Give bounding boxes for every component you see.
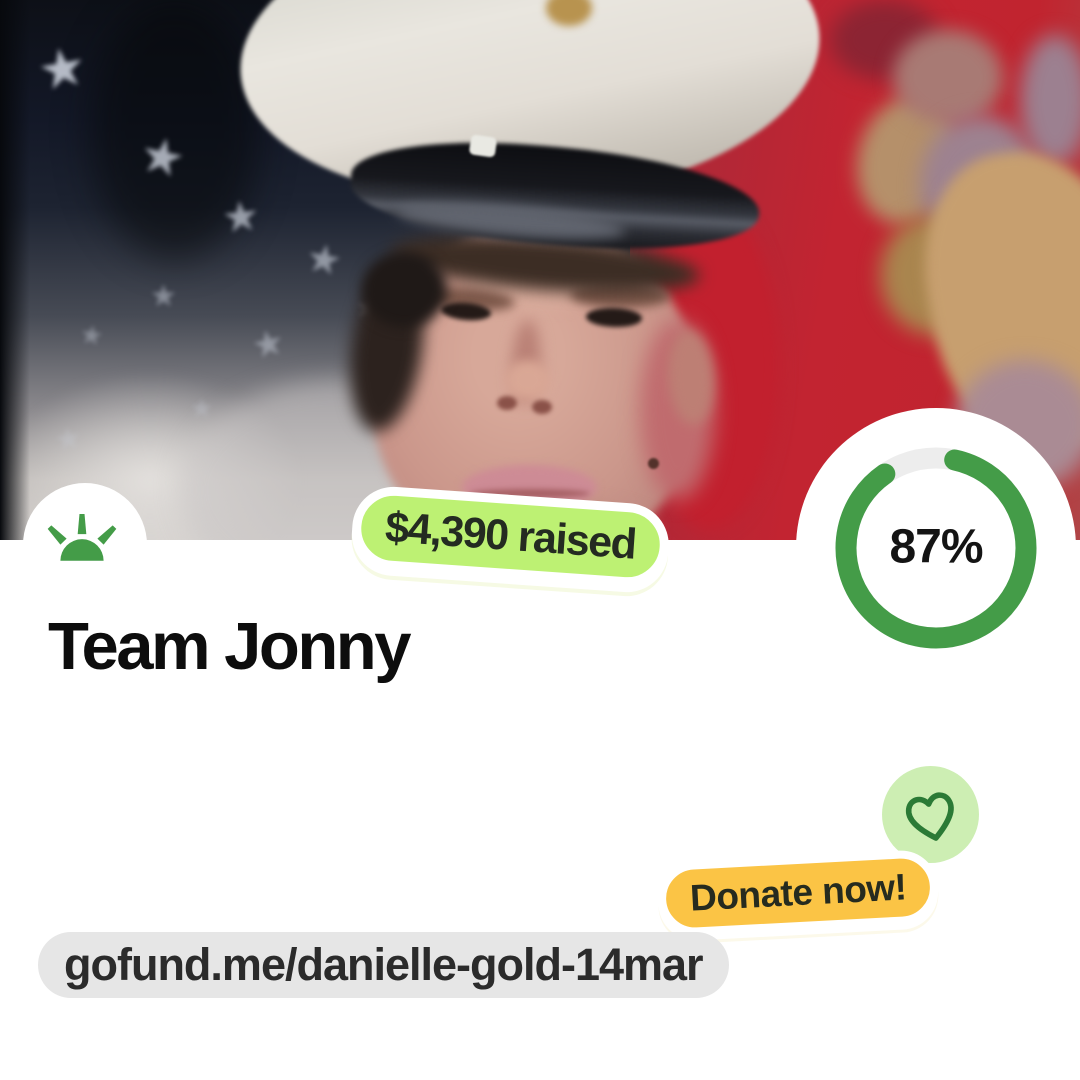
campaign-photo: ★ ★ ★ ★ ★ ★ ★ ★ ★ ★ ★ — [0, 0, 1080, 545]
donate-button-label: Donate now! — [689, 866, 908, 919]
flag-star: ★ — [302, 235, 346, 285]
campaign-link[interactable]: gofund.me/danielle-gold-14mar — [38, 932, 729, 998]
progress-percent: 87% — [889, 520, 983, 574]
flag-star: ★ — [150, 280, 177, 313]
beauty-mark — [648, 458, 659, 469]
campaign-title: Team Jonny — [48, 609, 411, 684]
flag-star: ★ — [190, 393, 214, 423]
heart-icon — [905, 791, 954, 841]
chinstrap-button — [468, 134, 498, 158]
nostril — [532, 400, 552, 414]
donate-button[interactable]: Donate now! — [656, 848, 941, 938]
nostril — [497, 396, 517, 410]
flag-star: ★ — [219, 191, 262, 242]
gold-emblem-blob — [893, 30, 1003, 125]
campaign-link-label: gofund.me/danielle-gold-14mar — [64, 939, 704, 990]
photo-left-edge-shadow — [0, 0, 30, 545]
gofundme-rising-sun-icon — [47, 513, 117, 561]
progress-ring-arc — [835, 447, 1037, 649]
mouth-line — [470, 489, 590, 498]
nose-highlight — [505, 360, 550, 400]
hair-dark-left — [362, 252, 447, 327]
mauve-corner-blob — [1020, 35, 1080, 165]
raised-badge-label: $4,390 raised — [383, 503, 638, 569]
flag-star: ★ — [52, 421, 85, 458]
heart-badge — [882, 766, 979, 863]
flag-star: ★ — [78, 318, 106, 352]
flag-star: ★ — [33, 35, 92, 103]
flag-dark-column — [90, 0, 260, 260]
progress-ring: 87% — [796, 408, 1076, 688]
